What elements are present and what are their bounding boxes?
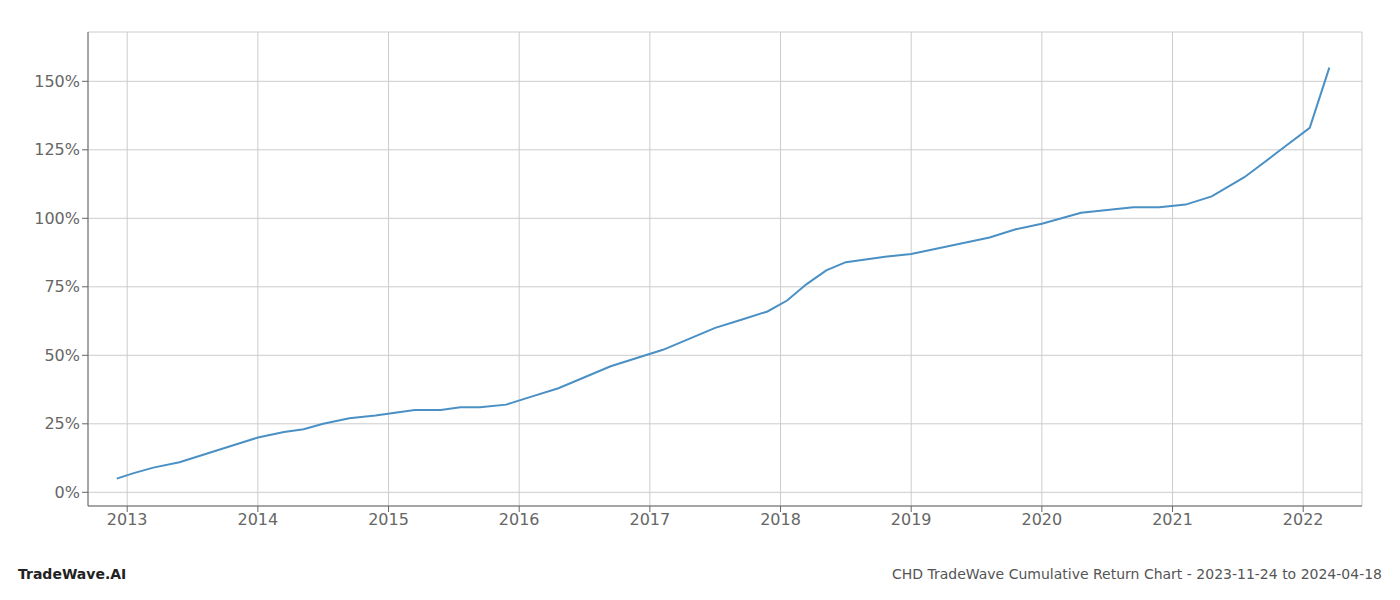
svg-text:150%: 150%: [34, 72, 80, 91]
svg-text:2022: 2022: [1283, 510, 1324, 529]
svg-text:2021: 2021: [1152, 510, 1193, 529]
html-text:CHD TradeWave Cumulative Retur: CHD TradeWave Cumulative Return Chart - …: [891, 566, 1382, 582]
svg-text:2018: 2018: [760, 510, 801, 529]
svg-text:2015: 2015: [368, 510, 409, 529]
svg-text:100%: 100%: [34, 209, 80, 228]
svg-text:25%: 25%: [44, 414, 80, 433]
html-text:TradeWave.AI: TradeWave.AI: [18, 566, 127, 582]
svg-text:50%: 50%: [44, 346, 80, 365]
svg-text:2013: 2013: [107, 510, 148, 529]
svg-text:2017: 2017: [630, 510, 671, 529]
svg-text:2014: 2014: [238, 510, 279, 529]
svg-text:2020: 2020: [1022, 510, 1063, 529]
svg-text:0%: 0%: [55, 483, 80, 502]
svg-text:75%: 75%: [44, 277, 80, 296]
svg-text:2019: 2019: [891, 510, 932, 529]
svg-text:125%: 125%: [34, 140, 80, 159]
svg-text:2016: 2016: [499, 510, 540, 529]
